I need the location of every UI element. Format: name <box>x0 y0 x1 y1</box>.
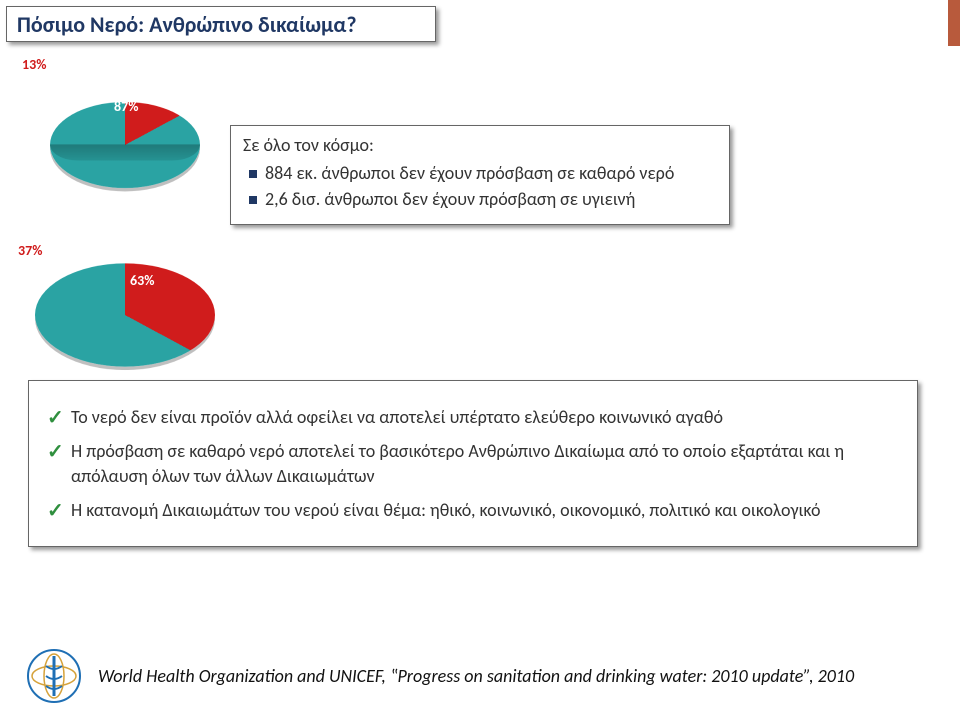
pie-charts: 13% 87% 37% 63% <box>20 50 250 350</box>
bullet-item: Το νερό δεν είναι προϊόν αλλά οφείλει να… <box>45 405 901 429</box>
stats-list: 884 εκ. άνθρωποι δεν έχουν πρόσβαση σε κ… <box>243 162 717 210</box>
bullet-item: Η κατανομή Δικαιωμάτων του νερού είναι θ… <box>45 498 901 522</box>
top-accent-bar <box>948 0 960 46</box>
pie-top-slice-label: 13% <box>22 56 46 73</box>
stats-textbox: Σε όλο τον κόσμο: 884 εκ. άνθρωποι δεν έ… <box>230 125 730 225</box>
stats-item: 2,6 δισ. άνθρωποι δεν έχουν πρόσβαση σε … <box>243 188 717 210</box>
pie-bottom-rest-label: 63% <box>130 272 154 289</box>
page-title-box: Πόσιμο Νερό: Ανθρώπινο δικαίωμα? <box>6 6 436 42</box>
pie-top-rest-label: 87% <box>114 98 138 115</box>
page-title: Πόσιμο Νερό: Ανθρώπινο δικαίωμα? <box>17 11 357 38</box>
pie-bottom <box>35 263 215 366</box>
pie-bottom-slice-label: 37% <box>18 242 42 259</box>
stats-header: Σε όλο τον κόσμο: <box>243 134 717 156</box>
stats-item: 884 εκ. άνθρωποι δεν έχουν πρόσβαση σε κ… <box>243 162 717 184</box>
footer-citation: World Health Organization and UNICEF, ‟P… <box>98 665 854 687</box>
who-logo-icon <box>24 646 84 706</box>
footer: World Health Organization and UNICEF, ‟P… <box>24 646 934 706</box>
bullets-list: Το νερό δεν είναι προϊόν αλλά οφείλει να… <box>45 405 901 522</box>
bullet-item: Η πρόσβαση σε καθαρό νερό αποτελεί το βα… <box>45 439 901 488</box>
bullets-box: Το νερό δεν είναι προϊόν αλλά οφείλει να… <box>28 380 918 547</box>
